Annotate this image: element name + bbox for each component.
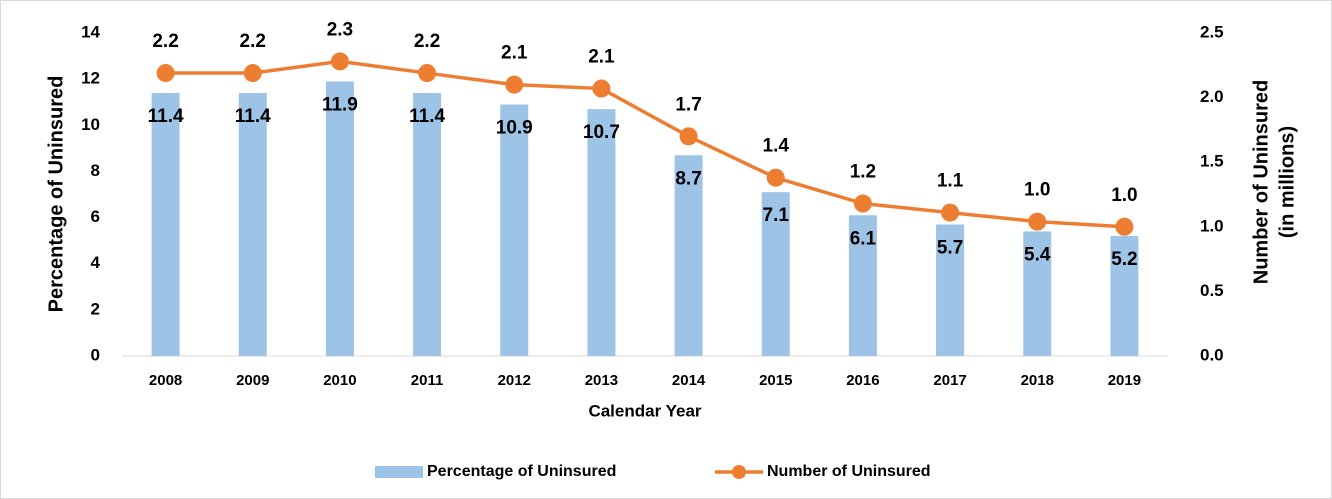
- bar: [674, 155, 703, 356]
- bar: [325, 81, 354, 356]
- bar-value-label: 10.9: [496, 118, 533, 139]
- x-tick-label: 2008: [149, 372, 182, 389]
- bar: [848, 215, 877, 356]
- line-marker: [1028, 212, 1047, 231]
- legend-swatch: [375, 466, 423, 478]
- bar-value-label: 5.4: [1024, 244, 1051, 265]
- bar-value-label: 5.2: [1111, 249, 1137, 270]
- bar-value-label: 11.4: [148, 106, 184, 127]
- bar: [936, 224, 965, 356]
- x-tick-label: 2018: [1021, 372, 1054, 389]
- bar: [587, 109, 616, 356]
- y-tick-label: 0: [91, 345, 100, 364]
- bar-value-label: 8.7: [675, 168, 701, 189]
- y-tick-label: 4: [91, 253, 101, 272]
- x-tick-label: 2016: [846, 372, 879, 389]
- line-value-label: 1.7: [675, 94, 701, 115]
- line-marker: [679, 127, 698, 146]
- bar-value-label: 5.7: [937, 238, 963, 259]
- x-axis-title: Calendar Year: [588, 401, 701, 420]
- bar: [1023, 231, 1052, 356]
- y-tick-label: 8: [91, 161, 100, 180]
- bar-value-label: 7.1: [763, 205, 790, 226]
- line-marker: [592, 79, 611, 98]
- y-tick-label: 2: [91, 299, 100, 318]
- legend-label: Number of Uninsured: [767, 463, 931, 480]
- x-tick-label: 2011: [411, 372, 444, 389]
- line-marker: [853, 194, 872, 213]
- y-tick-label: 12: [81, 69, 100, 88]
- x-tick-label: 2017: [933, 372, 966, 389]
- y2-tick-label: 2.0: [1200, 87, 1224, 106]
- x-tick-label: 2012: [498, 372, 531, 389]
- bar-value-label: 6.1: [850, 228, 877, 249]
- bar-value-label: 11.4: [235, 106, 271, 127]
- line-value-label: 2.2: [240, 31, 266, 52]
- line-marker: [766, 168, 785, 187]
- y-tick-label: 10: [81, 115, 100, 134]
- x-tick-label: 2014: [672, 372, 706, 389]
- line-marker: [330, 52, 349, 71]
- y2-tick-label: 0.5: [1200, 281, 1224, 300]
- line-value-label: 2.1: [501, 43, 528, 64]
- line-value-label: 2.3: [327, 19, 353, 40]
- line-value-label: 1.2: [850, 162, 876, 183]
- y2-tick-label: 2.5: [1200, 22, 1224, 41]
- bar: [413, 92, 442, 356]
- line-value-label: 1.1: [937, 171, 964, 192]
- bar-value-label: 11.9: [322, 94, 358, 115]
- line-marker: [418, 64, 437, 83]
- line-value-label: 1.0: [1111, 185, 1137, 206]
- x-tick-label: 2009: [236, 372, 269, 389]
- line-marker: [505, 75, 524, 94]
- line-marker: [1115, 217, 1134, 236]
- legend-label: Percentage of Uninsured: [427, 463, 616, 480]
- bar-value-label: 10.7: [583, 122, 620, 143]
- line: [165, 59, 1125, 229]
- line-value-label: 2.2: [152, 31, 178, 52]
- line-marker: [941, 203, 960, 222]
- bar: [1110, 236, 1139, 356]
- y2-tick-label: 1.0: [1200, 216, 1224, 235]
- line-value-label: 1.0: [1024, 180, 1050, 201]
- x-tick-label: 2015: [759, 372, 792, 389]
- line-value-label: 2.2: [414, 31, 440, 52]
- legend-swatch: [732, 465, 746, 479]
- line-marker: [156, 64, 175, 83]
- line-marker: [243, 64, 262, 83]
- bar: [151, 92, 180, 356]
- x-tick-label: 2013: [585, 372, 618, 389]
- bar-value-label: 11.4: [409, 106, 445, 127]
- bar: [238, 92, 267, 356]
- y-tick-label: 6: [91, 207, 100, 226]
- x-tick-label: 2019: [1108, 372, 1141, 389]
- y2-axis-title: Number of Uninsured: [1250, 80, 1272, 284]
- y2-tick-label: 1.5: [1200, 152, 1224, 171]
- line-value-label: 2.1: [588, 47, 615, 68]
- x-tick-label: 2010: [323, 372, 356, 389]
- y2-axis-title: (in millions): [1276, 126, 1298, 238]
- bar: [761, 192, 790, 356]
- bar: [500, 104, 529, 357]
- line-value-label: 1.4: [763, 136, 790, 157]
- y2-tick-label: 0.0: [1200, 345, 1224, 364]
- y-axis-title: Percentage of Uninsured: [45, 76, 67, 313]
- y-tick-label: 14: [81, 22, 100, 41]
